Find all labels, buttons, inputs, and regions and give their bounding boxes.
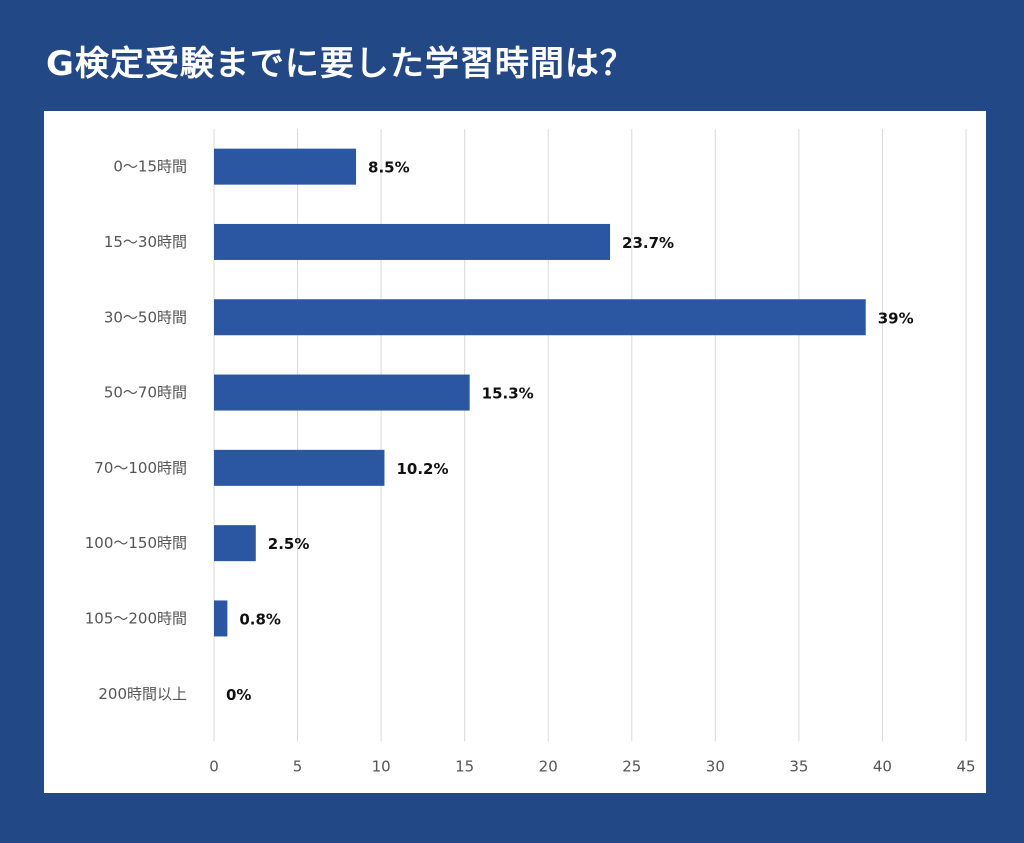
category-label: 50〜70時間	[104, 384, 187, 402]
x-tick-label: 20	[539, 757, 558, 775]
bar-chart: 0〜15時間 15〜30時間 30〜50時間 50〜70時間 70〜100時間 100〜1…	[85, 129, 976, 775]
gridlines	[213, 129, 967, 742]
x-tick-label: 0	[209, 757, 219, 775]
bar	[214, 223, 611, 260]
bars	[214, 148, 866, 637]
bar	[214, 525, 256, 562]
value-label: 8.5%	[368, 159, 410, 177]
value-label: 10.2%	[396, 460, 448, 478]
x-tick-label: 10	[372, 757, 391, 775]
x-tick-labels: 0 5 10 15 20 25 30 35 40 45	[209, 757, 975, 775]
value-label: 0%	[226, 686, 251, 704]
value-label: 39%	[878, 309, 914, 327]
value-label: 15.3%	[482, 385, 534, 403]
value-label: 0.8%	[239, 610, 281, 628]
bar	[214, 374, 470, 411]
bar	[214, 449, 385, 486]
category-label: 15〜30時間	[104, 233, 187, 251]
category-label: 30〜50時間	[104, 308, 187, 326]
x-tick-label: 25	[622, 757, 641, 775]
x-tick-label: 5	[293, 757, 303, 775]
x-tick-label: 15	[455, 757, 474, 775]
category-label: 105〜200時間	[85, 609, 187, 627]
category-label: 0〜15時間	[113, 158, 187, 176]
x-tick-label: 35	[789, 757, 808, 775]
value-label: 23.7%	[622, 234, 674, 252]
bar	[214, 299, 866, 336]
value-label: 2.5%	[268, 535, 310, 553]
bar	[214, 148, 357, 185]
bar	[214, 600, 228, 637]
chart-panel: 0〜15時間 15〜30時間 30〜50時間 50〜70時間 70〜100時間 100〜1…	[44, 111, 986, 793]
x-tick-label: 40	[873, 757, 892, 775]
x-tick-label: 30	[706, 757, 725, 775]
category-label: 70〜100時間	[94, 459, 187, 477]
category-labels: 0〜15時間 15〜30時間 30〜50時間 50〜70時間 70〜100時間 100〜1…	[85, 158, 187, 703]
chart-title: G検定受験までに要した学習時間は？	[46, 44, 635, 84]
x-tick-label: 45	[956, 757, 975, 775]
category-label: 100〜150時間	[85, 534, 187, 552]
category-label: 200時間以上	[98, 685, 187, 703]
value-labels: 8.5% 23.7% 39% 15.3% 10.2% 2.5% 0.8% 0%	[226, 159, 914, 704]
